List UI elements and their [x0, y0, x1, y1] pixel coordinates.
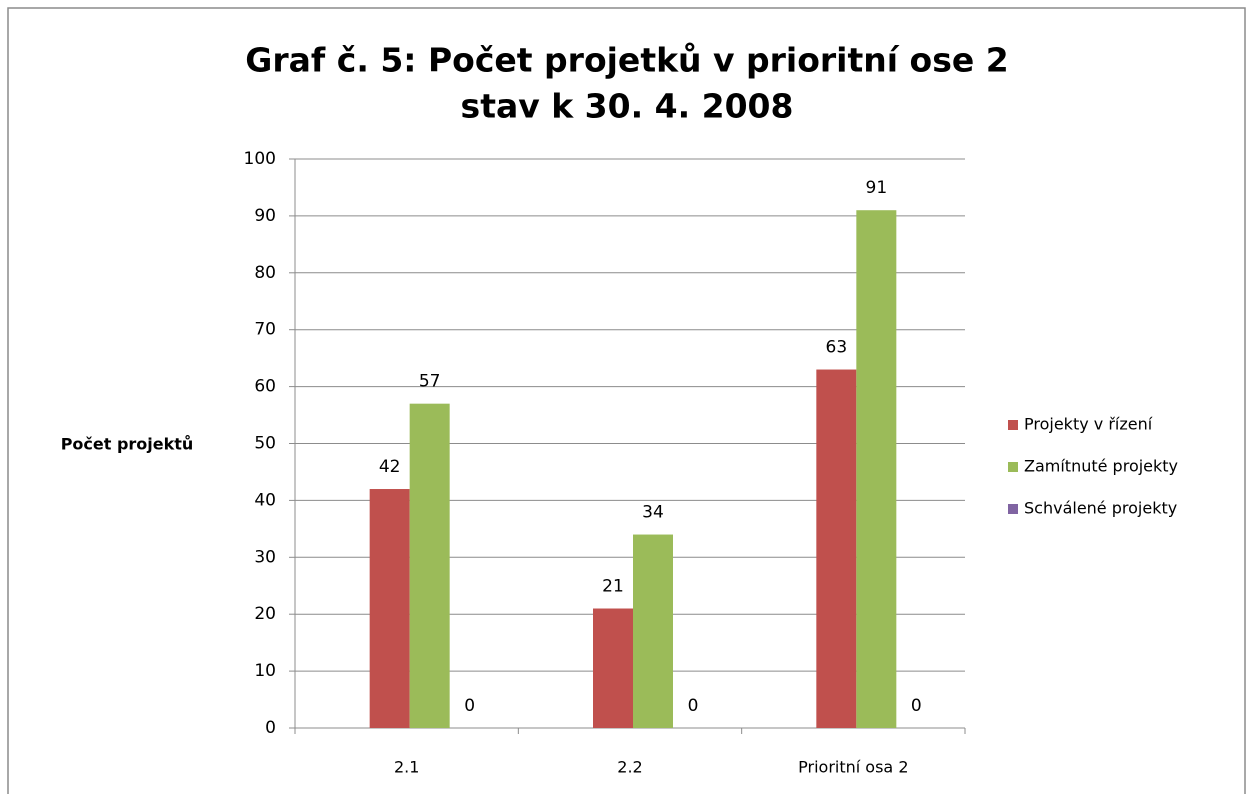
y-tick-label: 40 [254, 490, 276, 510]
y-axis-label: Počet projektů [61, 435, 194, 454]
legend-label: Schválené projekty [1024, 499, 1177, 518]
data-label: 0 [464, 696, 475, 716]
y-tick-label: 90 [254, 206, 276, 226]
data-label: 34 [642, 503, 664, 523]
y-tick-label: 60 [254, 377, 276, 397]
chart-subtitle: stav k 30. 4. 2008 [461, 87, 794, 126]
y-tick-label: 0 [265, 718, 276, 738]
y-tick-label: 30 [254, 547, 276, 567]
x-tick-label: 2.1 [394, 758, 419, 777]
bar [409, 403, 450, 728]
x-tick-label: Prioritní osa 2 [798, 758, 908, 777]
chart-title: Graf č. 5: Počet projetků v prioritní os… [245, 41, 1008, 80]
legend-swatch [1008, 420, 1018, 430]
data-label: 0 [911, 696, 922, 716]
y-tick-label: 80 [254, 263, 276, 283]
bar [633, 534, 673, 728]
y-tick-label: 20 [254, 604, 276, 624]
bar [593, 608, 633, 728]
data-label: 63 [826, 338, 848, 358]
bar [856, 210, 897, 728]
y-tick-label: 100 [244, 149, 276, 169]
y-tick-label: 70 [254, 320, 276, 340]
legend-label: Zamítnuté projekty [1024, 457, 1178, 476]
x-tick-label: 2.2 [617, 758, 642, 777]
data-label: 0 [688, 696, 699, 716]
legend-swatch [1008, 504, 1018, 514]
data-label: 57 [419, 372, 441, 392]
legend-swatch [1008, 462, 1018, 472]
bar [816, 369, 857, 728]
data-label: 91 [866, 178, 888, 198]
bar [369, 489, 410, 728]
y-tick-label: 50 [254, 434, 276, 454]
y-tick-label: 10 [254, 661, 276, 681]
data-label: 21 [602, 577, 624, 597]
data-label: 42 [379, 457, 401, 477]
legend-label: Projekty v řízení [1024, 415, 1153, 434]
